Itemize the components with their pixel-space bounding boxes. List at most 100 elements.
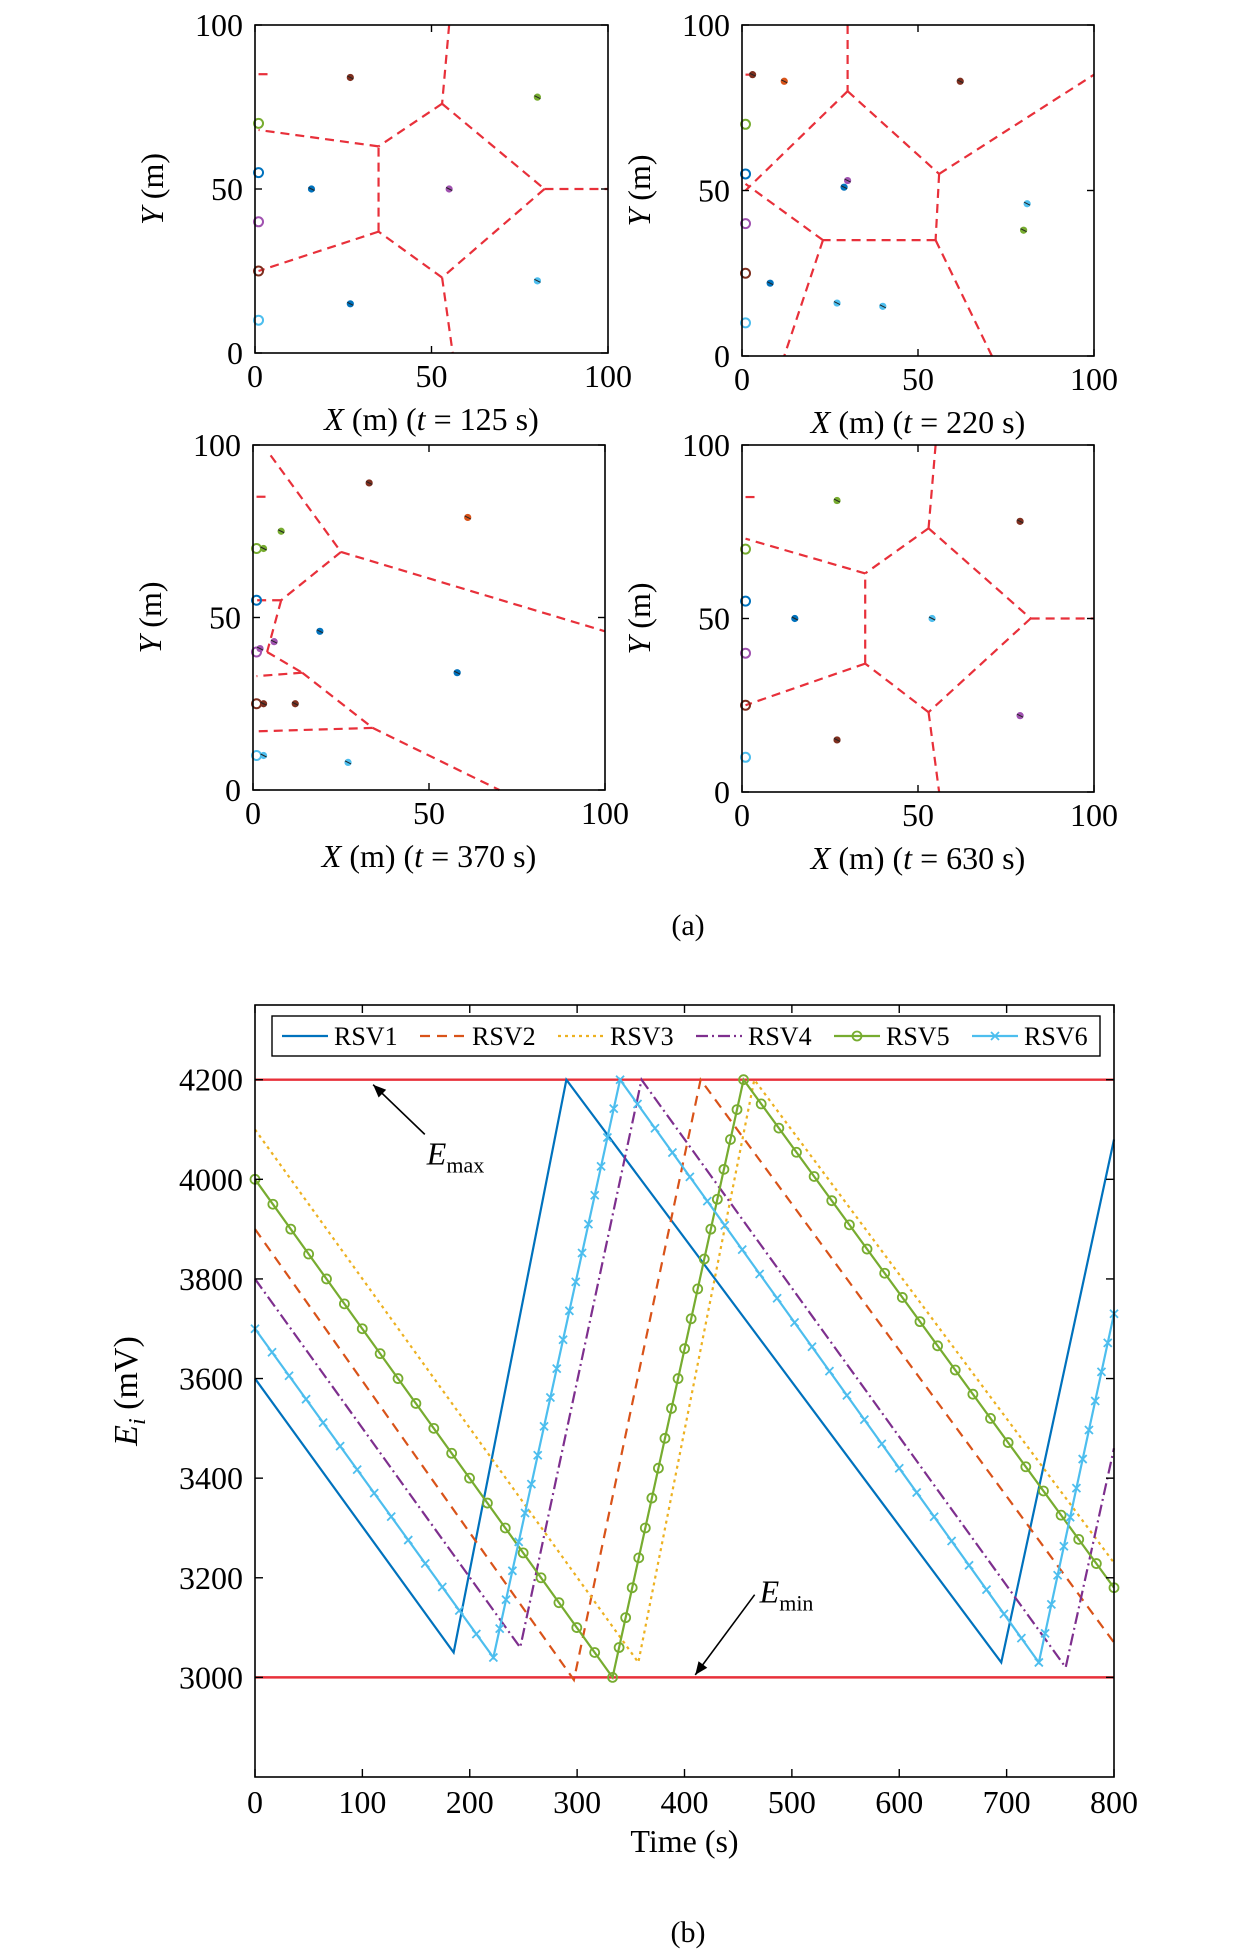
voronoi-boundary xyxy=(269,454,342,553)
x-tick-label: 0 xyxy=(247,1784,263,1820)
x-tick-label: 50 xyxy=(413,795,445,831)
legend-label-rsv3: RSV3 xyxy=(610,1022,674,1051)
series-marker-rsv6 xyxy=(335,1441,345,1451)
series-marker-rsv5 xyxy=(639,1522,651,1534)
x-tick-label: 100 xyxy=(1070,361,1118,397)
voronoi-boundary xyxy=(934,173,941,241)
vehicle-track xyxy=(347,301,354,306)
vehicle-track xyxy=(277,529,285,534)
voronoi-boundary xyxy=(256,671,303,678)
series-marker-rsv6 xyxy=(877,1439,887,1449)
voronoi-boundary xyxy=(846,90,940,175)
series-marker-rsv6 xyxy=(702,1196,712,1206)
charging-station-marker xyxy=(740,751,752,763)
vehicle-track xyxy=(791,616,799,621)
charging-station-marker xyxy=(253,117,265,129)
y-tick-label: 100 xyxy=(682,427,730,463)
voronoi-boundary xyxy=(927,712,941,793)
charging-station-marker xyxy=(740,699,752,711)
series-marker-rsv5 xyxy=(589,1647,601,1658)
vehicle-track xyxy=(292,701,299,706)
charging-station-marker xyxy=(740,317,752,329)
vehicle-track xyxy=(840,185,848,190)
voronoi-boundary xyxy=(266,599,283,653)
x-tick-label: 0 xyxy=(245,795,261,831)
series-marker-rsv5 xyxy=(607,1671,618,1683)
series-marker-rsv6 xyxy=(526,1479,537,1489)
series-marker-rsv5 xyxy=(967,1388,979,1400)
x-tick-label: 300 xyxy=(553,1784,601,1820)
charging-station-marker xyxy=(253,265,265,277)
charging-station-marker xyxy=(740,595,752,607)
series-line-rsv5 xyxy=(254,1077,1115,1681)
series-marker-rsv5 xyxy=(949,1364,961,1376)
series-marker-rsv6 xyxy=(737,1245,747,1255)
vehicle-track xyxy=(445,187,453,191)
series-marker-rsv5 xyxy=(1002,1437,1014,1448)
x-axis-label: Time (s) xyxy=(630,1823,738,1859)
y-tick-label: 3400 xyxy=(179,1460,243,1496)
voronoi-boundary xyxy=(266,651,303,674)
series-marker-rsv6 xyxy=(267,1347,277,1357)
charging-station-marker xyxy=(740,647,752,659)
series-marker-rsv5 xyxy=(773,1122,785,1134)
series-marker-rsv5 xyxy=(861,1243,873,1255)
voronoi-boundary xyxy=(938,73,1095,175)
x-tick-label: 700 xyxy=(983,1784,1031,1820)
series-marker-rsv6 xyxy=(615,1075,625,1085)
series-marker-rsv5 xyxy=(571,1622,583,1633)
x-tick-label: 100 xyxy=(1070,797,1118,833)
legend-marker xyxy=(851,1030,863,1042)
series-marker-rsv5 xyxy=(808,1171,820,1182)
y-tick-label: 4000 xyxy=(179,1161,243,1197)
series-marker-rsv6 xyxy=(999,1609,1009,1619)
series-marker-rsv5 xyxy=(755,1098,767,1110)
voronoi-boundary xyxy=(783,239,825,357)
voronoi-boundary xyxy=(927,444,937,529)
voronoi-boundary xyxy=(301,671,374,729)
series-marker-rsv6 xyxy=(1096,1367,1107,1377)
series-line-rsv6 xyxy=(254,1077,1116,1666)
series-marker-rsv6 xyxy=(552,1363,562,1374)
vehicle-track xyxy=(1023,201,1031,206)
series-marker-rsv6 xyxy=(650,1123,660,1133)
vehicle-track xyxy=(781,79,788,84)
plot-frame xyxy=(252,444,606,791)
x-tick-label: 0 xyxy=(734,361,750,397)
voronoi-boundary xyxy=(927,617,1032,714)
panel-a2: 0 50 100 0 50 100 X (m) (t = 220 s) Y (m) xyxy=(621,7,1118,440)
series-marker-rsv5 xyxy=(826,1195,838,1207)
series-marker-rsv6 xyxy=(596,1161,606,1172)
vehicle-track xyxy=(1016,519,1024,524)
series-marker-rsv5 xyxy=(685,1313,697,1325)
series-marker-rsv5 xyxy=(633,1552,645,1564)
series-marker-rsv6 xyxy=(772,1293,782,1303)
series-marker-rsv5 xyxy=(738,1074,749,1086)
series-marker-rsv6 xyxy=(685,1172,695,1182)
y-tick-label: 100 xyxy=(193,427,241,463)
vehicle-track xyxy=(347,75,354,80)
series-marker-rsv6 xyxy=(1059,1541,1069,1551)
series-marker-rsv5 xyxy=(613,1642,625,1653)
series-marker-rsv6 xyxy=(667,1147,678,1158)
vehicle-track xyxy=(464,515,471,520)
charging-station-marker xyxy=(253,314,265,326)
series-line-rsv2 xyxy=(254,1077,1115,1683)
voronoi-boundary xyxy=(745,537,866,575)
voronoi-boundary xyxy=(744,182,824,242)
vehicle-track xyxy=(534,278,541,283)
series-marker-rsv6 xyxy=(1065,1512,1075,1522)
series-marker-rsv5 xyxy=(410,1398,422,1409)
series-marker-rsv5 xyxy=(659,1432,671,1444)
y-tick-label: 0 xyxy=(225,772,241,808)
y-axis-label: Y (m) xyxy=(134,153,170,225)
series-marker-rsv6 xyxy=(789,1317,800,1328)
series-marker-rsv5 xyxy=(666,1403,677,1414)
series-marker-rsv5 xyxy=(303,1248,315,1260)
series-marker-rsv5 xyxy=(535,1572,547,1584)
annotation-arrow xyxy=(694,1594,756,1676)
vehicle-track xyxy=(260,546,267,551)
vehicle-track xyxy=(256,646,264,651)
legend-label-rsv5: RSV5 xyxy=(886,1022,950,1051)
